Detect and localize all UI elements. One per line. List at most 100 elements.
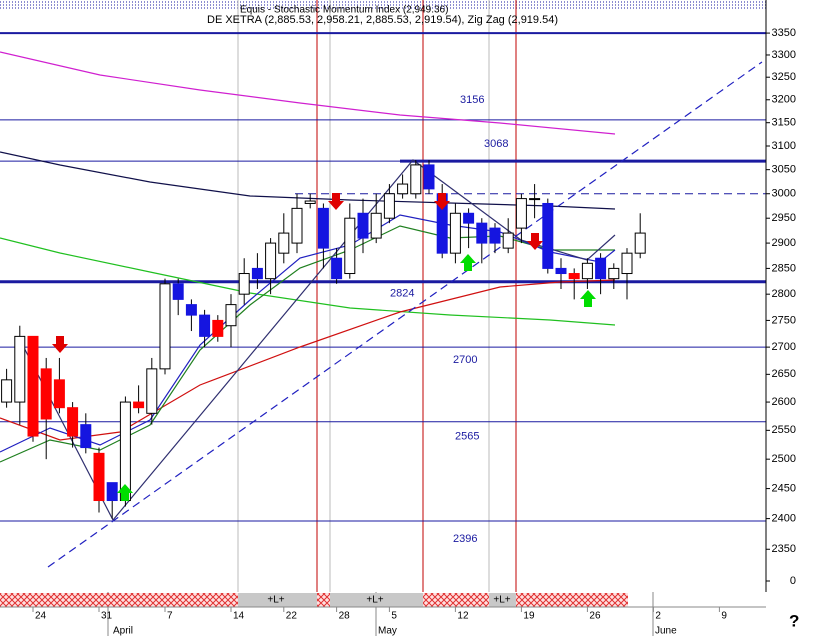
y-tick-label: 3300 bbox=[772, 49, 796, 61]
candle-body bbox=[502, 232, 514, 249]
candle-body bbox=[265, 242, 277, 280]
candle-body bbox=[212, 319, 224, 337]
candle-body bbox=[621, 252, 633, 275]
candle-body bbox=[291, 207, 303, 244]
candle-body bbox=[397, 183, 409, 195]
signal-label: +L+ bbox=[267, 595, 284, 606]
signal-arrows bbox=[52, 193, 596, 501]
candle-body bbox=[449, 212, 461, 254]
x-tick-label: 28 bbox=[339, 611, 351, 622]
candle-body bbox=[1, 379, 13, 403]
y-tick-label: 3200 bbox=[772, 94, 796, 106]
candle-body bbox=[80, 424, 92, 449]
y-tick-label: 2850 bbox=[772, 262, 796, 274]
candle-body bbox=[146, 368, 158, 414]
x-tick-label: 14 bbox=[233, 611, 245, 622]
y-tick-label: 2900 bbox=[772, 237, 796, 249]
candle-body bbox=[14, 335, 26, 403]
candle-body bbox=[555, 267, 567, 275]
y-tick-label: 3000 bbox=[772, 188, 796, 200]
candle-body bbox=[172, 283, 184, 300]
candle-body bbox=[476, 222, 488, 244]
y-tick-label: 3150 bbox=[772, 117, 796, 129]
candle-body bbox=[489, 227, 501, 244]
x-tick-label: 2 bbox=[655, 611, 661, 622]
y-tick-label: 2700 bbox=[772, 341, 796, 353]
candle-body bbox=[53, 379, 65, 409]
candles bbox=[1, 160, 646, 519]
help-button[interactable]: ? bbox=[789, 611, 799, 630]
candle-body bbox=[581, 262, 593, 280]
month-label: May bbox=[378, 626, 397, 636]
level-label: 2700 bbox=[453, 354, 477, 366]
candle-body bbox=[608, 267, 620, 280]
vertical-markers bbox=[107, 0, 654, 636]
candle-body bbox=[185, 304, 197, 316]
candle-body bbox=[331, 257, 343, 280]
level-label: 2824 bbox=[390, 288, 414, 300]
candle-body bbox=[199, 314, 211, 337]
signal-strip bbox=[0, 593, 766, 608]
candle-body bbox=[529, 198, 541, 201]
level-label: 3068 bbox=[484, 138, 508, 150]
candle-body bbox=[515, 198, 527, 229]
candle-body bbox=[159, 283, 171, 370]
x-tick-label: 26 bbox=[589, 611, 601, 622]
y-tick-label: 2500 bbox=[772, 453, 796, 465]
x-tick-label: 12 bbox=[457, 611, 469, 622]
candle-body bbox=[595, 257, 607, 280]
candle-body bbox=[357, 212, 369, 239]
candle-body bbox=[542, 202, 554, 269]
header: DE XETRA (2,885.53, 2,958.21, 2,885.53, … bbox=[207, 14, 558, 26]
candle-body bbox=[304, 200, 316, 204]
month-label: June bbox=[655, 626, 677, 636]
candle-body bbox=[634, 232, 646, 254]
y-tick-label: 2750 bbox=[772, 314, 796, 326]
x-tick-label: 19 bbox=[523, 611, 535, 622]
y-tick-label: 2550 bbox=[772, 424, 796, 436]
y-tick-label: 2400 bbox=[772, 513, 796, 525]
lower-panel-tick-label: 0 bbox=[790, 575, 796, 587]
signal-label: +L+ bbox=[493, 595, 510, 606]
candle-body bbox=[383, 193, 395, 219]
ma-green bbox=[0, 237, 616, 326]
signal-label: +L+ bbox=[366, 595, 383, 606]
levels: 3156 3068 2824 2700 2565 2396 bbox=[0, 32, 766, 545]
candle-body bbox=[93, 452, 105, 502]
ma-red bbox=[0, 279, 616, 441]
x-tick-label: 22 bbox=[286, 611, 298, 622]
level-label: 2396 bbox=[453, 533, 477, 545]
candle-body bbox=[238, 273, 250, 295]
ma-navy bbox=[0, 151, 616, 210]
x-tick-label: 31 bbox=[101, 611, 113, 622]
y-tick-label: 2800 bbox=[772, 288, 796, 300]
candle-body bbox=[27, 335, 39, 437]
candle-body bbox=[423, 164, 435, 190]
candle-body bbox=[106, 482, 118, 502]
y-tick-label: 3350 bbox=[772, 27, 796, 39]
candle-body bbox=[317, 207, 329, 249]
ma-blue bbox=[0, 214, 616, 453]
level-label: 2565 bbox=[455, 431, 479, 443]
candle-body bbox=[225, 304, 237, 327]
month-label: April bbox=[113, 626, 133, 636]
candle-body bbox=[67, 407, 79, 437]
ma-magenta bbox=[0, 51, 616, 135]
x-tick-label: 5 bbox=[391, 611, 397, 622]
candle-body bbox=[410, 164, 422, 195]
x-tick-label: 7 bbox=[167, 611, 173, 622]
candle-body bbox=[344, 217, 356, 275]
y-tick-label: 2600 bbox=[772, 396, 796, 408]
x-tick-label: 9 bbox=[721, 611, 727, 622]
y-tick-label: 2350 bbox=[772, 543, 796, 555]
candle-body bbox=[133, 401, 145, 409]
candle-body bbox=[278, 232, 290, 254]
indicator-lines bbox=[0, 51, 763, 568]
x-tick-label: 24 bbox=[35, 611, 47, 622]
y-tick-label: 3050 bbox=[772, 164, 796, 176]
y-tick-label: 2450 bbox=[772, 482, 796, 494]
candle-body bbox=[463, 212, 475, 224]
trend-line bbox=[47, 61, 763, 568]
